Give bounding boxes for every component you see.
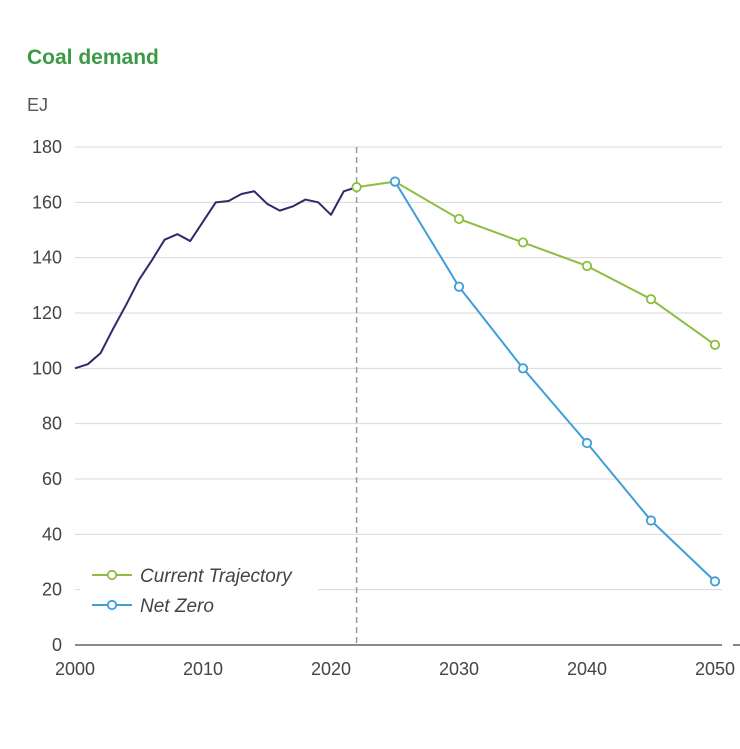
y-axis-ticks: 0 20 40 60 80 100 120 140 160 180	[32, 137, 62, 655]
net-zero-point	[645, 515, 657, 526]
y-tick-label: 120	[32, 303, 62, 323]
legend-background	[80, 558, 318, 622]
y-tick-label: 0	[52, 635, 62, 655]
y-tick-label: 160	[32, 192, 62, 212]
x-tick-label: 2030	[439, 659, 479, 679]
current-trajectory-point	[351, 182, 362, 193]
y-tick-label: 20	[42, 580, 62, 600]
net-zero-point	[709, 576, 721, 587]
net-zero-point	[389, 176, 401, 187]
x-tick-label: 2050	[695, 659, 735, 679]
legend: Current Trajectory Net Zero	[80, 558, 318, 622]
y-tick-label: 140	[32, 248, 62, 268]
x-tick-label: 2020	[311, 659, 351, 679]
net-zero-point	[517, 363, 529, 374]
y-tick-label: 80	[42, 414, 62, 434]
y-tick-label: 100	[32, 358, 62, 378]
net-zero-point	[453, 281, 465, 292]
current-trajectory-point	[581, 260, 593, 272]
legend-net-zero-label: Net Zero	[140, 596, 214, 617]
current-trajectory-point	[709, 339, 721, 350]
y-tick-label: 60	[42, 469, 62, 489]
legend-net-zero-marker	[106, 599, 118, 611]
plot-area	[74, 176, 721, 587]
net-zero-line	[394, 181, 716, 583]
current-trajectory-point	[517, 237, 529, 248]
x-tick-label: 2040	[567, 659, 607, 679]
y-tick-label: 180	[32, 137, 62, 157]
x-axis-ticks: 2000 2010 2020 2030 2040 2050	[55, 659, 735, 679]
x-tick-label: 2010	[183, 659, 223, 679]
legend-current-trajectory-marker	[106, 569, 118, 581]
chart-title: Coal demand	[27, 46, 159, 69]
historical-demand-line	[74, 186, 357, 370]
x-tick-label: 2000	[55, 659, 95, 679]
current-trajectory-point	[645, 294, 657, 305]
net-zero-point	[581, 437, 593, 449]
legend-current-trajectory-label: Current Trajectory	[140, 566, 293, 587]
y-axis-unit-label: EJ	[27, 95, 48, 115]
current-trajectory-point	[453, 213, 465, 225]
y-tick-label: 40	[42, 524, 62, 544]
